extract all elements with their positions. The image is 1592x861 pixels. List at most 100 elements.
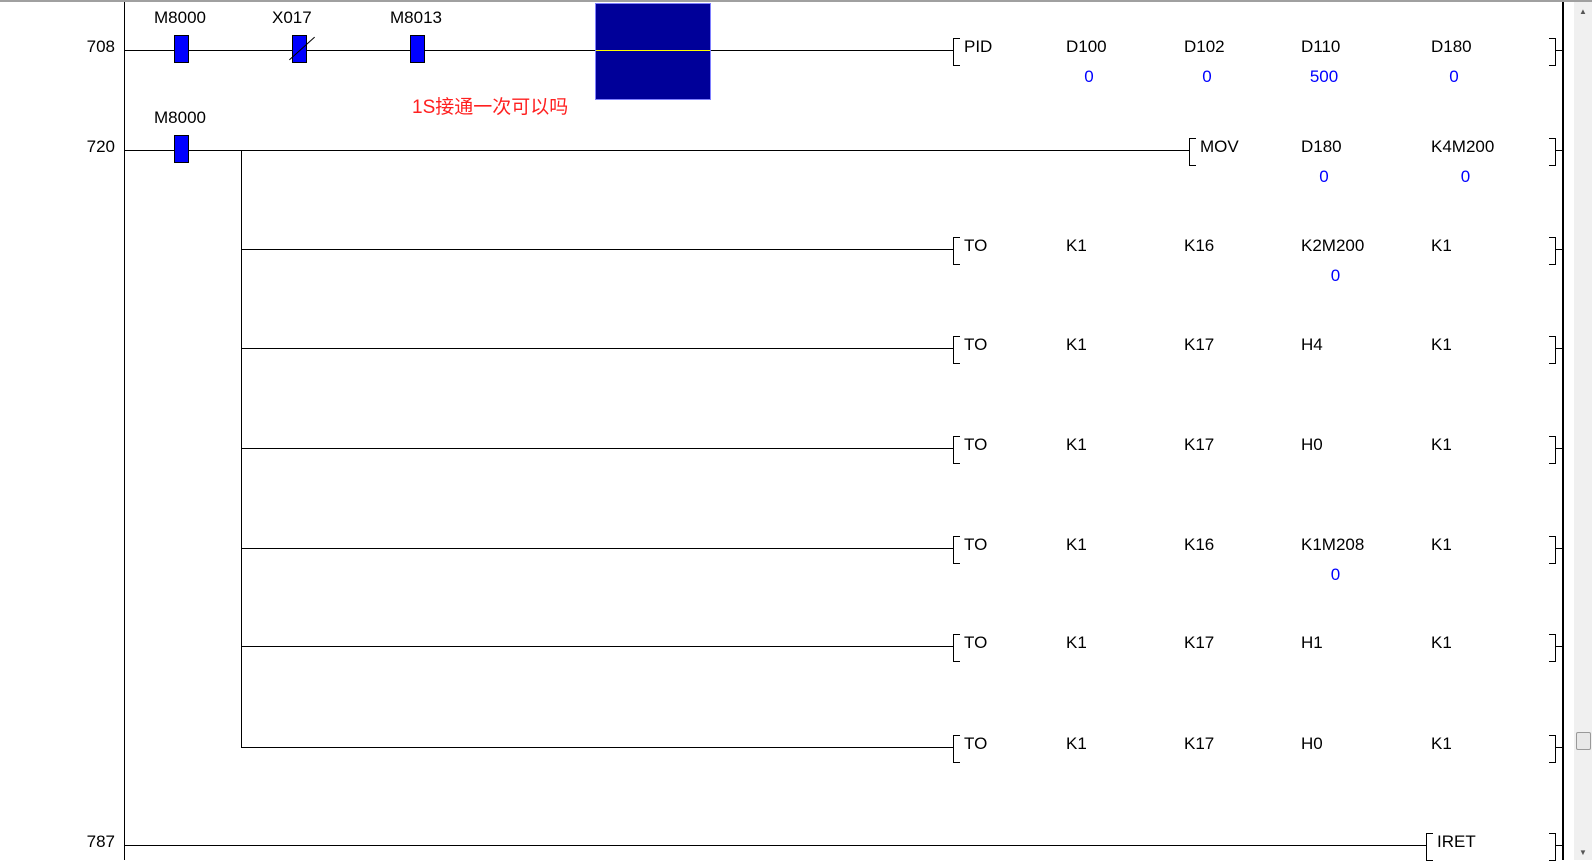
operand-label[interactable]: K2M200 (1301, 236, 1365, 255)
operand-label[interactable]: D100 (1066, 37, 1107, 56)
instruction-left-bracket (1189, 138, 1196, 166)
operand-label[interactable]: K17 (1184, 734, 1215, 753)
instruction-name[interactable]: TO (964, 535, 988, 554)
operand-label[interactable]: D180 (1431, 37, 1472, 56)
instruction-name[interactable]: TO (964, 335, 988, 354)
operand-label[interactable]: K1 (1066, 535, 1087, 554)
vertical-scrollbar[interactable]: ▲ ▼ (1574, 2, 1592, 860)
operand-label[interactable]: D180 (1301, 137, 1342, 156)
instruction-right-bracket (1549, 336, 1556, 364)
normally-open-contact[interactable] (410, 35, 425, 63)
instruction-left-bracket (953, 536, 960, 564)
instruction-right-bracket (1549, 634, 1556, 662)
instruction-right-bracket (1549, 237, 1556, 265)
instruction-right-bracket (1549, 735, 1556, 763)
wire (1555, 448, 1562, 449)
operand-value: 0 (1460, 167, 1471, 186)
instruction-left-bracket (953, 38, 960, 66)
scroll-down-icon[interactable]: ▼ (1579, 848, 1587, 857)
instruction-name[interactable]: MOV (1200, 137, 1239, 156)
operand-label[interactable]: K1 (1066, 633, 1087, 652)
branch-rung-wire (241, 646, 953, 647)
operand-label[interactable]: K4M200 (1431, 137, 1495, 156)
wire (1555, 646, 1562, 647)
wire (1555, 845, 1562, 846)
instruction-name[interactable]: IRET (1437, 832, 1476, 851)
operand-label[interactable]: K1 (1431, 335, 1452, 354)
operand-value: 0 (1330, 266, 1341, 285)
instruction-name[interactable]: TO (964, 236, 988, 255)
operand-label[interactable]: K1 (1431, 734, 1452, 753)
contact-label: M8000 (154, 8, 206, 27)
step-number: 708 (86, 37, 115, 56)
wire (1555, 348, 1562, 349)
operand-label[interactable]: H4 (1301, 335, 1323, 354)
instruction-name[interactable]: TO (964, 633, 988, 652)
step-number: 720 (86, 137, 115, 156)
instruction-left-bracket (1426, 833, 1433, 861)
instruction-left-bracket (953, 237, 960, 265)
operand-label[interactable]: K16 (1184, 236, 1215, 255)
operand-label[interactable]: K1 (1431, 236, 1452, 255)
operand-label[interactable]: K1M208 (1301, 535, 1365, 554)
branch-rung-wire (241, 548, 953, 549)
instruction-right-bracket (1549, 833, 1556, 861)
normally-open-contact[interactable] (174, 35, 189, 63)
operand-label[interactable]: H0 (1301, 435, 1323, 454)
branch-rung-wire (241, 448, 953, 449)
rung-wire (124, 845, 1426, 846)
operand-label[interactable]: D110 (1301, 37, 1341, 56)
wire (1555, 249, 1562, 250)
instruction-right-bracket (1549, 138, 1556, 166)
wire (1555, 50, 1562, 51)
operand-value: 500 (1309, 67, 1339, 86)
operand-label[interactable]: K1 (1431, 633, 1452, 652)
branch-rung-wire (241, 348, 953, 349)
operand-label[interactable]: K1 (1066, 236, 1087, 255)
operand-label[interactable]: K1 (1066, 734, 1087, 753)
left-power-rail (124, 2, 125, 860)
operand-value: 0 (1319, 167, 1329, 186)
scroll-up-icon[interactable]: ▲ (1579, 7, 1587, 16)
instruction-left-bracket (953, 634, 960, 662)
operand-label[interactable]: K1 (1066, 335, 1087, 354)
operand-label[interactable]: K1 (1431, 435, 1452, 454)
instruction-right-bracket (1549, 536, 1556, 564)
instruction-right-bracket (1549, 436, 1556, 464)
instruction-left-bracket (953, 336, 960, 364)
operand-value: 0 (1084, 67, 1094, 86)
branch-rung-wire (241, 249, 953, 250)
contact-label: M8000 (154, 108, 206, 127)
selection-cursor[interactable] (595, 3, 711, 100)
branch-rung-wire (241, 747, 953, 748)
contact-label: X017 (272, 8, 312, 27)
instruction-left-bracket (953, 735, 960, 763)
operand-label[interactable]: K1 (1431, 535, 1452, 554)
instruction-name[interactable]: TO (964, 734, 988, 753)
instruction-name[interactable]: PID (964, 37, 993, 56)
operand-value: 0 (1330, 565, 1341, 584)
operand-label[interactable]: H0 (1301, 734, 1323, 753)
operand-label[interactable]: H1 (1301, 633, 1323, 652)
operand-label[interactable]: K16 (1184, 535, 1215, 554)
wire (1555, 150, 1562, 151)
wire (1555, 548, 1562, 549)
right-power-rail (1562, 2, 1564, 860)
operand-label[interactable]: K17 (1184, 435, 1215, 454)
scrollbar-thumb[interactable] (1576, 732, 1591, 750)
comment-text: 1S接通一次可以吗 (412, 97, 569, 118)
normally-closed-contact[interactable] (289, 35, 315, 63)
operand-label[interactable]: D102 (1184, 37, 1225, 56)
operand-value: 0 (1449, 67, 1459, 86)
instruction-name[interactable]: TO (964, 435, 988, 454)
rung-wire (124, 150, 1189, 151)
operand-value: 0 (1202, 67, 1212, 86)
rung-wire (124, 50, 953, 51)
normally-open-contact[interactable] (174, 135, 189, 163)
operand-label[interactable]: K1 (1066, 435, 1087, 454)
operand-label[interactable]: K17 (1184, 335, 1215, 354)
instruction-right-bracket (1549, 38, 1556, 66)
contact-label: M8013 (390, 8, 442, 27)
step-number: 787 (86, 832, 115, 851)
operand-label[interactable]: K17 (1184, 633, 1215, 652)
